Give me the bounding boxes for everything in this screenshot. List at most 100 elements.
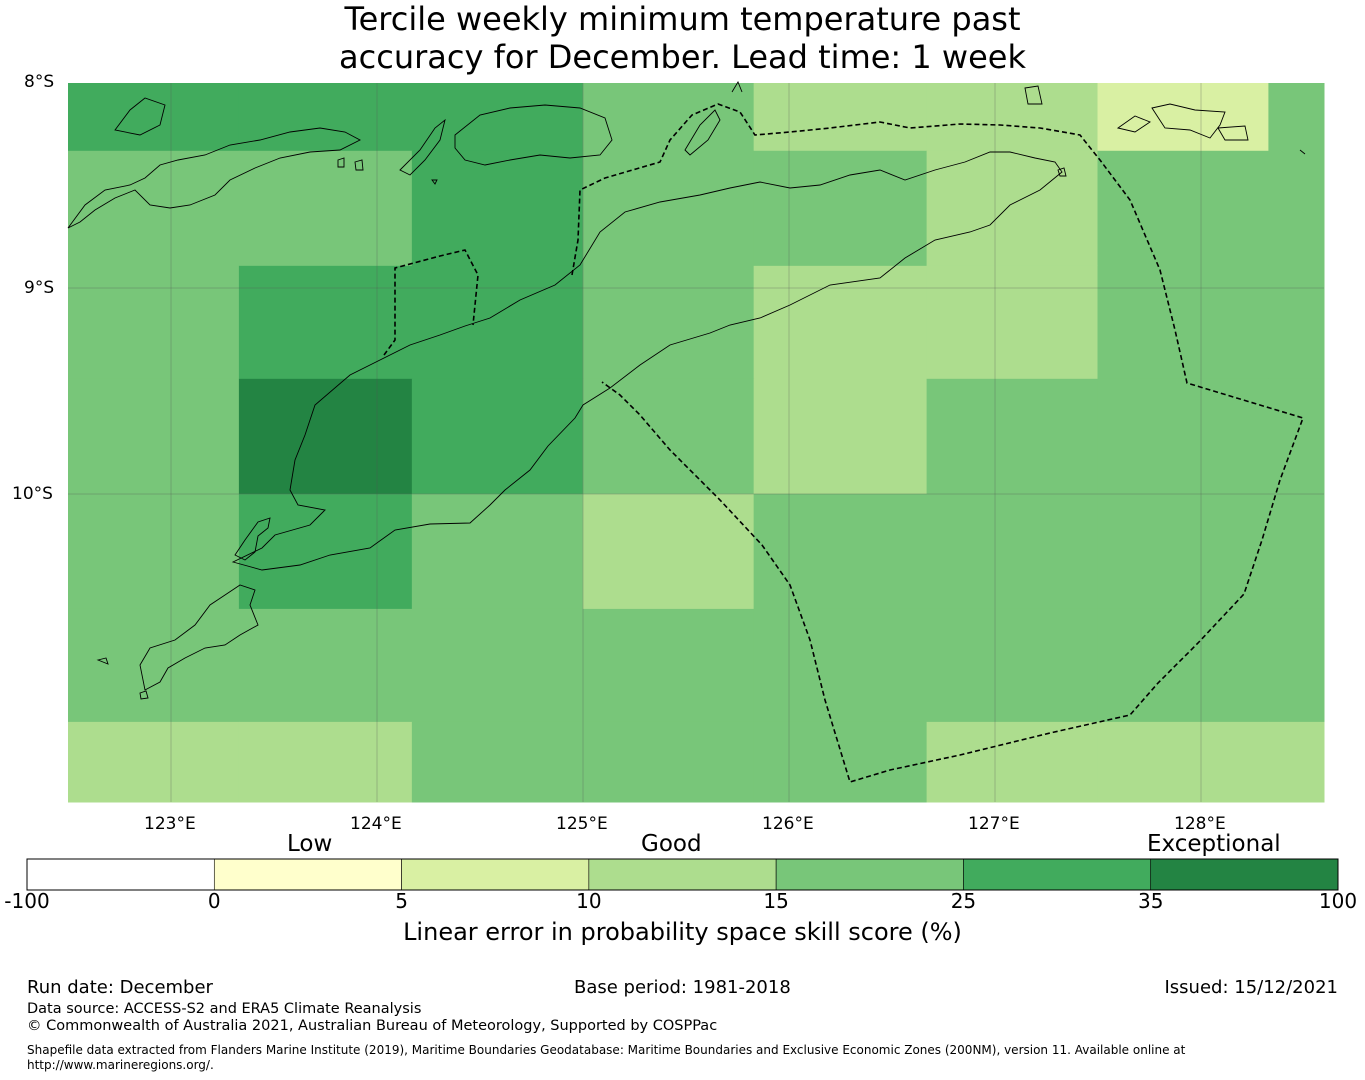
graticule xyxy=(68,83,1324,802)
oecusse-boundary xyxy=(383,249,479,356)
skill-cell xyxy=(68,83,240,152)
skill-cell xyxy=(1097,83,1269,152)
skill-cell xyxy=(238,721,413,803)
colorbar-tick-label: -100 xyxy=(4,889,50,913)
skill-cell xyxy=(68,378,240,495)
colorbar-label: Linear error in probability space skill … xyxy=(403,918,962,946)
skill-grid xyxy=(68,83,1325,803)
skill-cell xyxy=(926,150,1099,267)
skill-cell xyxy=(411,721,584,803)
lon-label-126e: 126°E xyxy=(762,814,814,834)
skill-cell xyxy=(411,608,584,723)
colorbar-category-low: Low xyxy=(287,831,333,857)
skill-cell xyxy=(68,493,240,610)
skill-cell xyxy=(753,721,928,803)
skill-cell xyxy=(411,150,584,267)
lat-label-9s: 9°S xyxy=(24,278,55,298)
colorbar xyxy=(26,858,1339,891)
skill-cell xyxy=(753,265,928,380)
timor-leste-land-boundary xyxy=(571,103,1305,783)
flores-coastline xyxy=(67,127,361,229)
colorbar-segment xyxy=(26,858,215,891)
skill-cell xyxy=(582,721,755,803)
skill-cell xyxy=(238,265,413,380)
skill-cell xyxy=(1097,493,1269,610)
skill-cell xyxy=(1268,608,1325,723)
title-line-2: accuracy for December. Lead time: 1 week xyxy=(339,38,1026,76)
skill-cell xyxy=(1097,378,1269,495)
colorbar-tick-label: 15 xyxy=(763,889,789,913)
skill-cell xyxy=(926,721,1099,803)
skill-cell xyxy=(1268,721,1325,803)
colorbar-segment xyxy=(401,858,590,891)
shapefile-credit: Shapefile data extracted from Flanders M… xyxy=(27,1043,1186,1072)
skill-cell xyxy=(582,378,755,495)
skill-cell xyxy=(753,608,928,723)
skill-cell xyxy=(238,493,413,610)
lon-label-124e: 124°E xyxy=(350,814,402,834)
skill-cell xyxy=(926,265,1099,380)
skill-cell xyxy=(753,493,928,610)
skill-cell xyxy=(411,493,584,610)
data-source: Data source: ACCESS-S2 and ERA5 Climate … xyxy=(27,1001,422,1017)
skill-cell xyxy=(582,83,755,152)
sw-islands-coastline xyxy=(139,584,259,691)
colorbar-tick-label: 0 xyxy=(207,889,221,913)
skill-cell xyxy=(411,378,584,495)
colorbar-segment xyxy=(213,858,402,891)
skill-cell xyxy=(1097,150,1269,267)
skill-cell xyxy=(582,265,755,380)
skill-cell xyxy=(582,608,755,723)
skill-cell xyxy=(238,608,413,723)
skill-cell xyxy=(753,83,928,152)
skill-cell xyxy=(1268,265,1325,380)
lon-label-127e: 127°E xyxy=(968,814,1020,834)
skill-cell xyxy=(1268,83,1325,152)
skill-cell xyxy=(238,378,413,495)
skill-cell xyxy=(926,493,1099,610)
skill-cell xyxy=(753,150,928,267)
colorbar-category-good: Good xyxy=(641,831,702,857)
lon-label-123e: 123°E xyxy=(144,814,196,834)
skill-cell xyxy=(582,150,755,267)
colorbar-segment xyxy=(1150,858,1339,891)
copyright: © Commonwealth of Australia 2021, Austra… xyxy=(27,1018,718,1034)
colorbar-tick-label: 10 xyxy=(576,889,602,913)
skill-cell xyxy=(238,83,413,152)
skill-cell xyxy=(926,378,1099,495)
map-title: Tercile weekly minimum temperature past … xyxy=(0,0,1365,76)
lon-label-128e: 128°E xyxy=(1174,814,1226,834)
colorbar-segment xyxy=(775,858,964,891)
colorbar-tick-label: 25 xyxy=(950,889,977,913)
skill-cell xyxy=(68,150,240,267)
skill-cell xyxy=(411,83,584,152)
title-line-1: Tercile weekly minimum temperature past xyxy=(344,0,1021,38)
colorbar-segment xyxy=(588,858,777,891)
islands-ne-coastline xyxy=(1151,103,1226,139)
rote-coastline xyxy=(234,517,271,561)
colorbar-tick-label: 5 xyxy=(395,889,408,913)
colorbar-tick-label: 100 xyxy=(1318,889,1358,913)
base-period: Base period: 1981-2018 xyxy=(574,977,791,998)
lat-label-10s: 10°S xyxy=(12,484,53,504)
coastlines xyxy=(67,80,1306,700)
skill-cell xyxy=(582,493,755,610)
skill-cell xyxy=(238,150,413,267)
lon-label-125e: 125°E xyxy=(556,814,608,834)
issued-date: Issued: 15/12/2021 xyxy=(1164,977,1338,998)
skill-cell xyxy=(1097,721,1269,803)
skill-cell xyxy=(1268,150,1325,267)
skill-cell xyxy=(753,378,928,495)
lat-label-8s: 8°S xyxy=(24,72,55,92)
run-date: Run date: December xyxy=(27,977,213,998)
timor-coastline xyxy=(231,151,1063,571)
skill-cell xyxy=(68,721,240,803)
skill-cell xyxy=(1097,265,1269,380)
alor-coastline xyxy=(454,104,613,166)
skill-cell xyxy=(1097,608,1269,723)
skill-cell xyxy=(68,608,240,723)
skill-cell xyxy=(926,83,1099,152)
colorbar-category-exceptional: Exceptional xyxy=(1147,831,1281,857)
colorbar-tick-label: 35 xyxy=(1137,889,1164,913)
